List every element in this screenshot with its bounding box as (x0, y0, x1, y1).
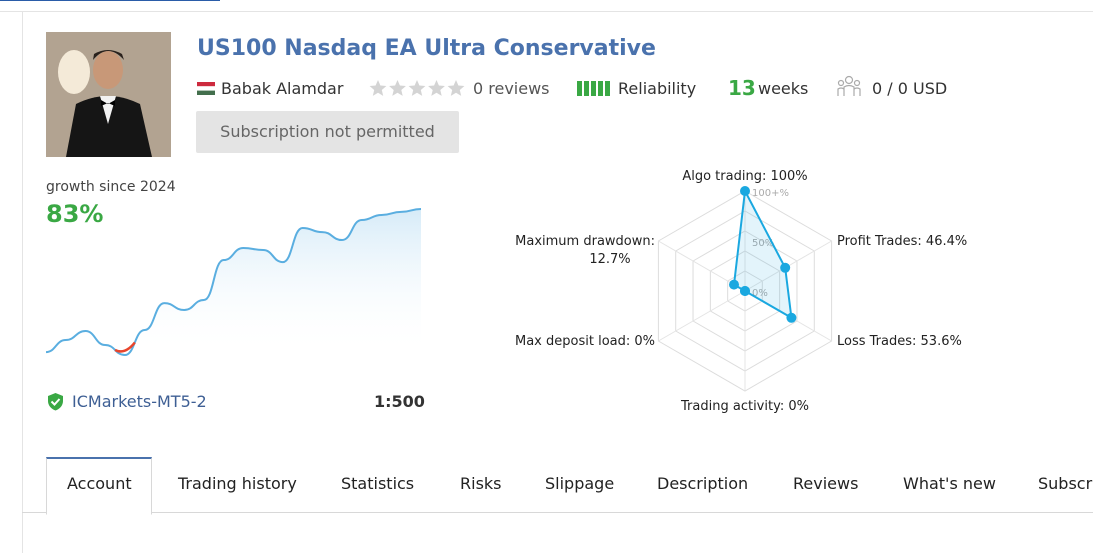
reliability-bars (577, 81, 610, 96)
tab[interactable]: Statistics (341, 474, 415, 493)
radar-point (780, 262, 791, 273)
radar-axis-label: Trading activity: 0% (680, 399, 809, 414)
subscribe-button[interactable]: Subscription not permitted (196, 111, 459, 153)
tab[interactable]: What's new (903, 474, 996, 493)
title[interactable]: US100 Nasdaq EA Ultra Conservative (197, 36, 656, 61)
tab[interactable]: Trading history (178, 474, 297, 493)
weeks-unit: weeks (758, 79, 809, 98)
growth-line (46, 208, 422, 357)
leverage: 1:500 (374, 392, 425, 411)
radar-point (729, 279, 740, 290)
radar-axis-label: Loss Trades: 53.6% (837, 334, 962, 349)
radar-point (740, 286, 750, 296)
growth-chart (46, 208, 422, 357)
radar-axis-label: Max deposit load: 0% (515, 334, 655, 349)
tab[interactable]: Account (67, 474, 132, 493)
link-underline (0, 0, 220, 2)
stars (369, 80, 465, 96)
avatar (46, 32, 171, 157)
negative-segment (114, 341, 136, 353)
radar-scale-label: 0% (752, 288, 768, 299)
radar-chart: 100+% 50% 0% Algo trading: 100% Profit Trade… (515, 169, 967, 414)
reviews[interactable]: 0 reviews (473, 79, 550, 98)
tab[interactable]: Reviews (793, 474, 859, 493)
left-rule (22, 11, 23, 553)
radar-spoke (658, 290, 746, 342)
subscribers: 0 / 0 USD (872, 79, 948, 98)
weeks-number: 13 (728, 76, 756, 100)
tab[interactable]: Slippage (545, 474, 615, 493)
growth-area (46, 209, 421, 355)
tab[interactable]: Subscri (1038, 474, 1093, 493)
growth-value: 83% (46, 200, 104, 228)
radar-axis-label: Algo trading: 100% (682, 169, 807, 184)
radar-scale-label: 100+% (752, 188, 789, 199)
tab[interactable]: Risks (460, 474, 502, 493)
tabs-rule (22, 512, 1093, 513)
verified-icon (48, 393, 63, 411)
radar-scale-label: 50% (752, 238, 774, 249)
active-tab-box (46, 457, 152, 515)
subscribers-icon (837, 75, 861, 96)
radar-axis-label: Maximum drawdown: 12.7% (515, 234, 655, 267)
top-rule (0, 11, 1093, 12)
tab[interactable]: Description (657, 474, 749, 493)
author[interactable]: Babak Alamdar (221, 79, 344, 98)
reliability: Reliability (618, 79, 697, 98)
radar-point (786, 312, 797, 323)
broker[interactable]: ICMarkets-MT5-2 (72, 392, 207, 411)
flag (197, 82, 215, 95)
growth-label: growth since 2024 (46, 179, 176, 195)
radar-point (740, 186, 750, 196)
radar-axis-label: Profit Trades: 46.4% (837, 234, 967, 249)
radar-area (732, 187, 793, 320)
